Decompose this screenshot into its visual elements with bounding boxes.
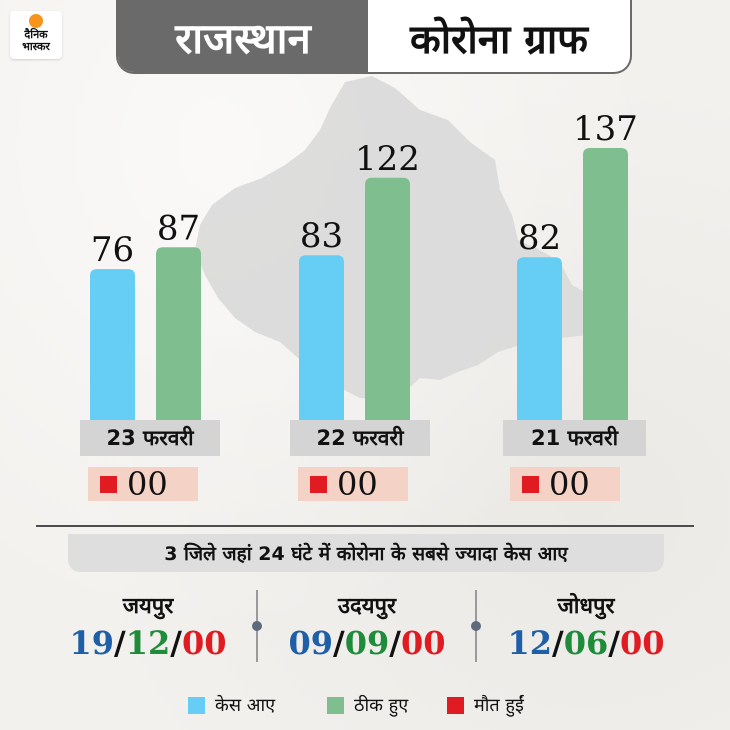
bar-cases — [299, 255, 344, 420]
deaths-square-icon — [100, 475, 117, 493]
stat-separator: / — [170, 624, 182, 662]
bar-value-cases: 82 — [518, 218, 561, 258]
deaths-value: 00 — [549, 465, 590, 503]
deaths-badge: 00 — [510, 467, 620, 501]
district-deaths: 00 — [400, 624, 446, 662]
divider-dot — [252, 621, 262, 631]
bar-recovered — [583, 148, 628, 420]
stat-separator: / — [114, 624, 126, 662]
district-deaths: 00 — [181, 624, 227, 662]
bar-cases — [517, 257, 562, 420]
district-stats: 19/12/00 — [48, 624, 248, 662]
date-label: 21 फरवरी — [503, 420, 646, 456]
stat-separator: / — [389, 624, 401, 662]
deaths-square-icon — [522, 475, 539, 493]
bar-value-recovered: 137 — [573, 109, 638, 149]
legend-label: केस आए — [215, 695, 276, 716]
logo-text-line2: भास्कर — [22, 40, 50, 53]
district-recovered: 09 — [344, 624, 390, 662]
deaths-value: 00 — [337, 465, 378, 503]
stat-separator: / — [608, 624, 620, 662]
district-name: उदयपुर — [338, 594, 396, 619]
district-name: जोधपुर — [557, 594, 615, 619]
district-stats: 12/06/00 — [486, 624, 686, 662]
districts-subtitle: 3 जिले जहां 24 घंटे में कोरोना के सबसे ज… — [68, 534, 664, 572]
deaths-value: 00 — [127, 465, 168, 503]
title-chart: कोरोना ग्राफ — [409, 15, 589, 63]
bar-recovered — [365, 177, 410, 420]
divider-dot — [471, 621, 481, 631]
legend-label: मौत हुईं — [474, 695, 524, 716]
legend-swatch — [327, 696, 344, 714]
bar-value-recovered: 122 — [355, 139, 420, 179]
district-stats: 09/09/00 — [267, 624, 467, 662]
legend-item-recovered: ठीक हुए — [327, 693, 408, 717]
bar-value-cases: 76 — [91, 230, 134, 270]
bar-cases — [90, 269, 135, 420]
legend-item-cases: केस आए — [188, 693, 275, 717]
deaths-square-icon — [310, 475, 327, 493]
district-cases: 19 — [69, 624, 115, 662]
district-name: जयपुर — [122, 594, 174, 619]
bar-value-recovered: 87 — [157, 208, 200, 248]
district-recovered: 06 — [563, 624, 609, 662]
title-state: राजस्थान — [118, 0, 368, 72]
bar-recovered — [156, 247, 201, 420]
district-deaths: 00 — [619, 624, 665, 662]
title-banner: राजस्थान कोरोना ग्राफ — [116, 0, 632, 74]
district-recovered: 12 — [125, 624, 171, 662]
divider — [36, 525, 694, 527]
deaths-badge: 00 — [298, 467, 408, 501]
date-label: 22 फरवरी — [290, 420, 430, 456]
legend-label: ठीक हुए — [354, 695, 409, 716]
district-cases: 09 — [288, 624, 334, 662]
logo-text-line1: दैनिक — [24, 28, 48, 41]
sun-icon — [29, 14, 43, 28]
deaths-badge: 00 — [88, 467, 198, 501]
legend-swatch — [188, 696, 205, 714]
stat-separator: / — [552, 624, 564, 662]
bar-value-cases: 83 — [300, 216, 343, 256]
dainik-bhaskar-logo: दैनिक भास्कर — [10, 11, 62, 59]
legend-swatch — [447, 696, 464, 714]
stat-separator: / — [333, 624, 345, 662]
district-cases: 12 — [507, 624, 553, 662]
legend-item-deaths: मौत हुईं — [447, 693, 524, 717]
date-label: 23 फरवरी — [80, 420, 220, 456]
